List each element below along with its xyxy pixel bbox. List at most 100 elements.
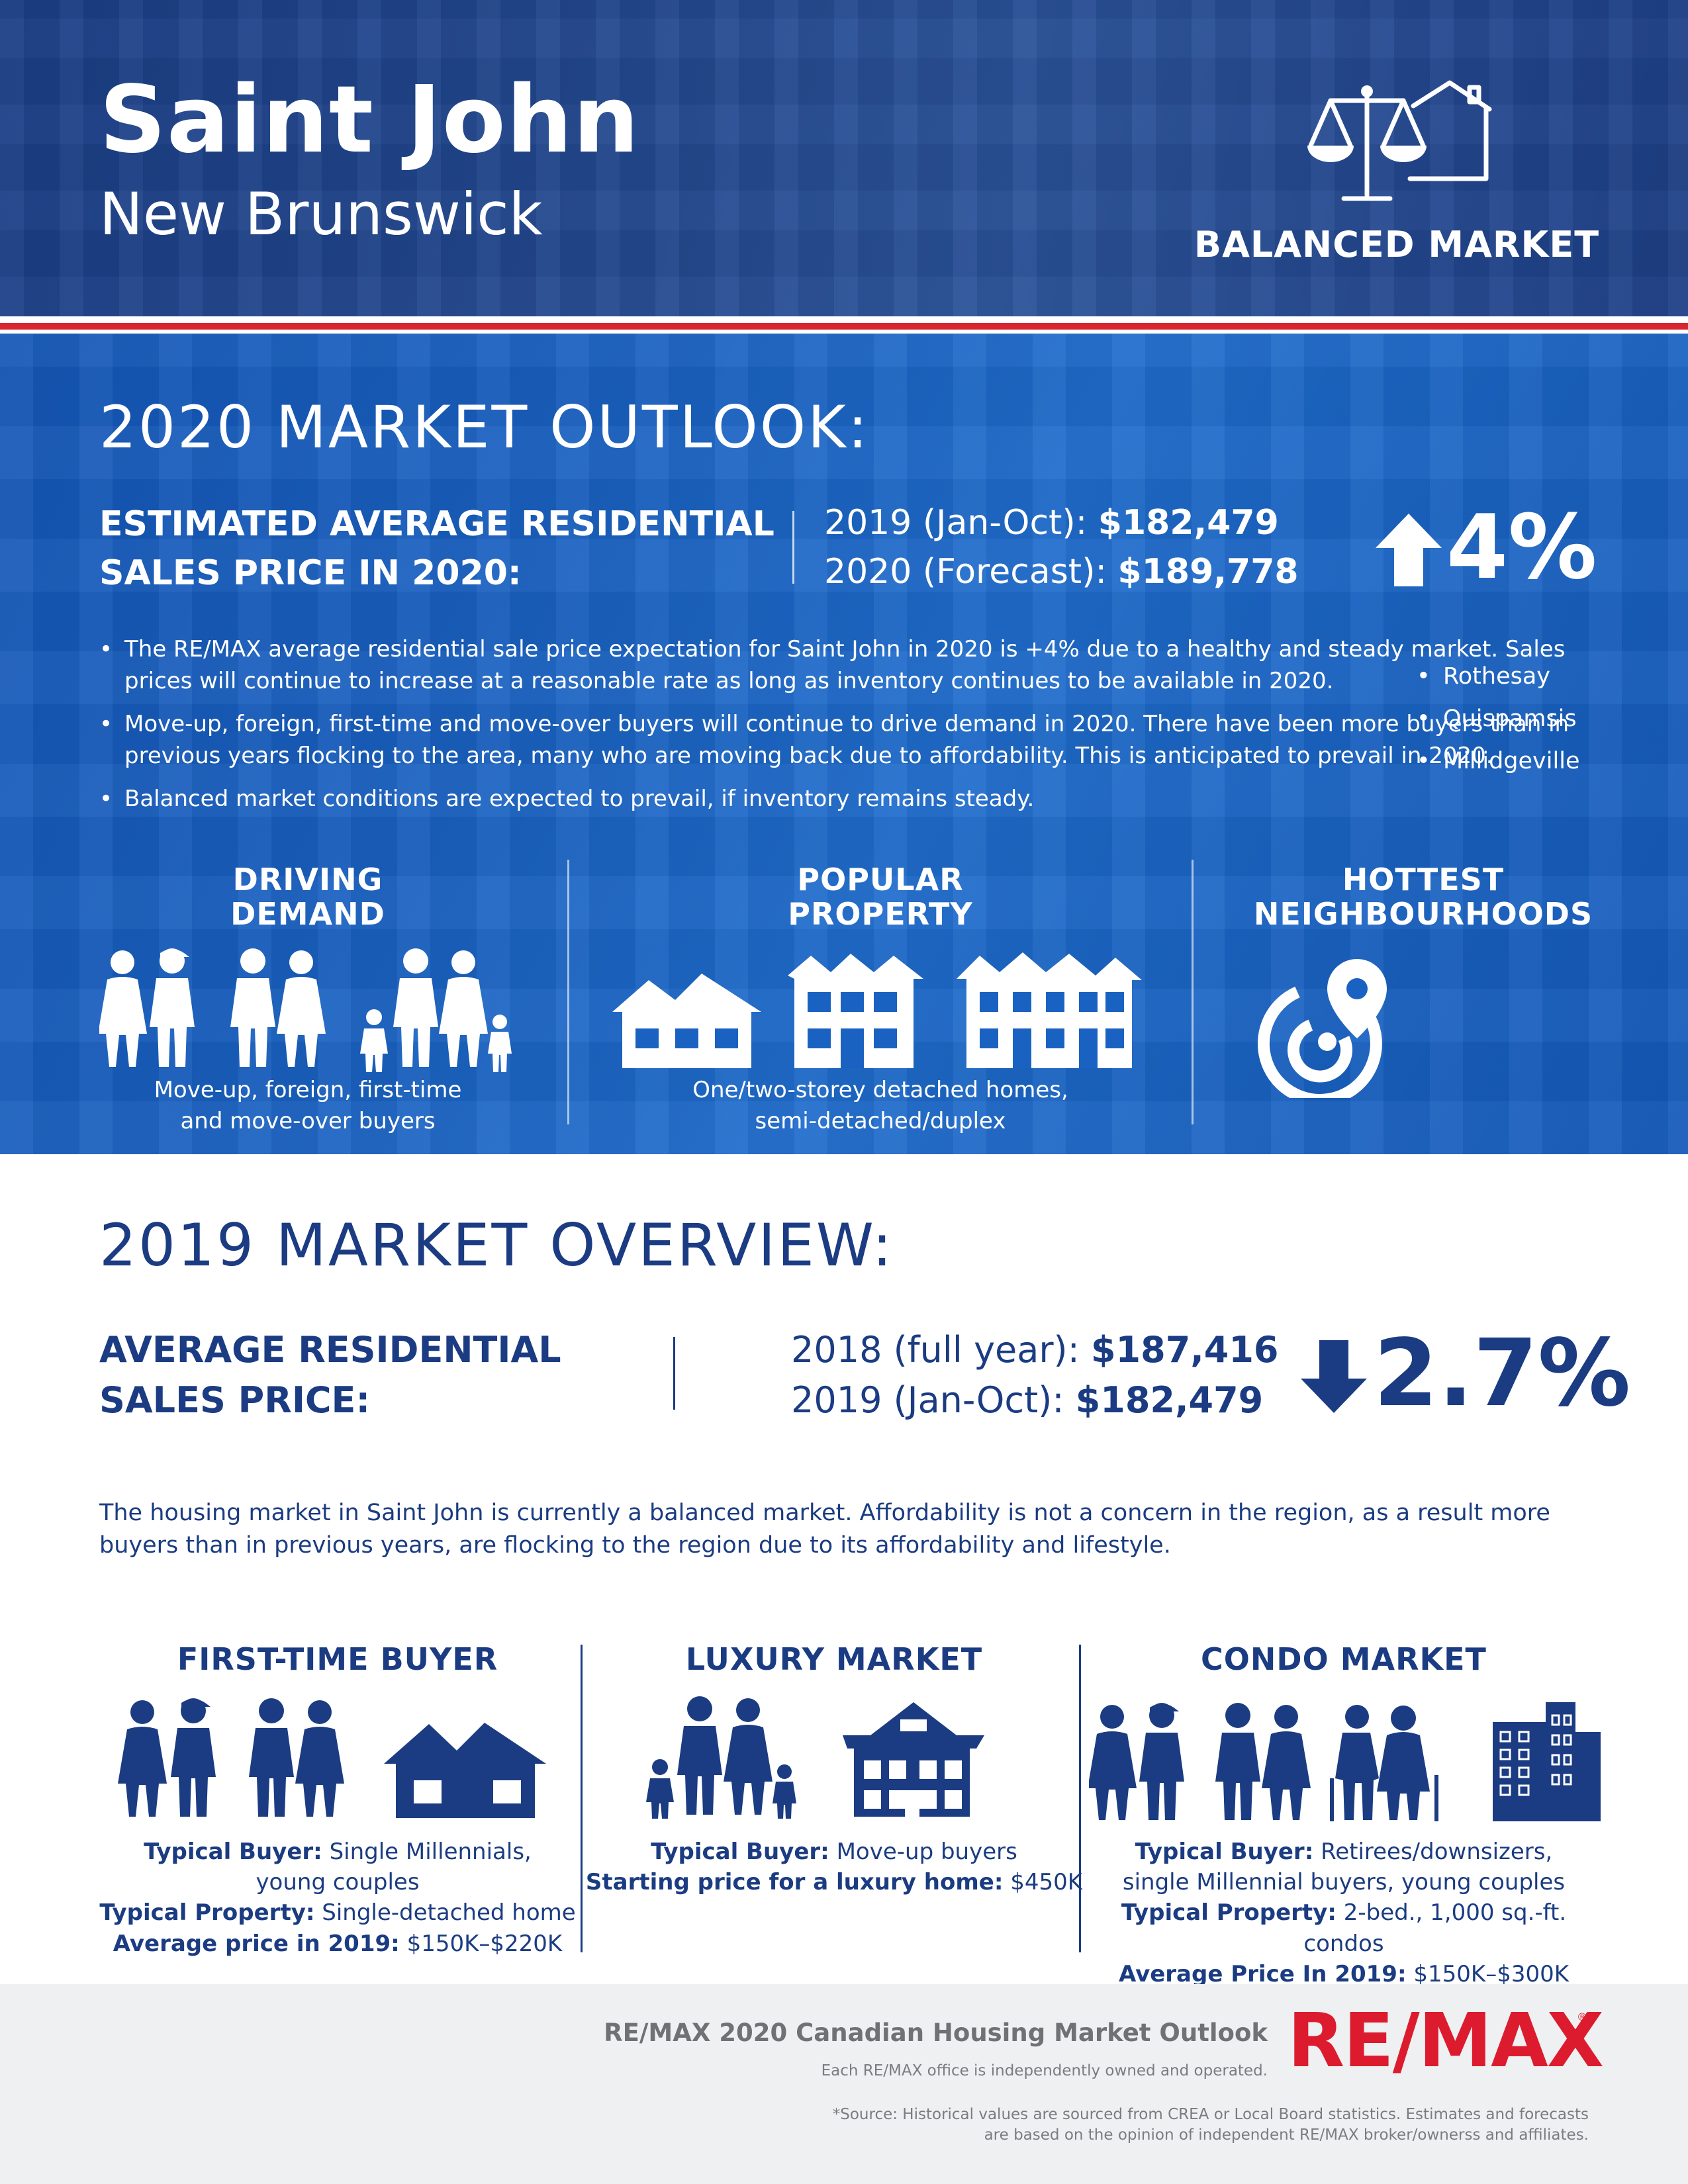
first-time-property-value: Single-detached home [314,1899,576,1927]
luxury-market-details: Typical Buyer: Move-up buyers Starting p… [583,1837,1086,1897]
driving-demand-title-line1: DRIVING [232,862,383,897]
overview-paragraph: The housing market in Saint John is curr… [99,1500,1550,1559]
young-couples-house-icon [118,1698,546,1818]
outlook-bullet-list: The RE/MAX average residential sale pric… [99,634,1609,827]
footer-ownership-note: Each RE/MAX office is independently owne… [821,2062,1268,2079]
neighbourhood-item: Millidgeville [1417,740,1579,782]
outlook-row2-value: $189,778 [1117,551,1299,592]
footer-source-note: *Source: Historical values are sourced f… [662,2105,1589,2146]
outlook-bullet: Balanced market conditions are expected … [99,784,1609,815]
popular-property-title-line2: PROPERTY [788,895,973,932]
condo-buyer-value-cont: single Millennial buyers, young couples [1122,1869,1566,1896]
condo-buyer-value: Retirees/downsizers, [1313,1839,1553,1865]
couples-retirees-condo-icon [1089,1702,1601,1821]
first-time-buyer-details: Typical Buyer: Single Millennials, young… [99,1837,576,1959]
condo-buyer-label: Typical Buyer: [1135,1839,1314,1865]
outlook-column-divider-2 [1192,860,1194,1124]
market-type-label: BALANCED MARKET [1194,224,1600,265]
overview-change-percent: 2.7% [1374,1320,1631,1428]
outlook-column-divider-1 [567,860,569,1124]
condo-property-label: Typical Property: [1121,1899,1336,1927]
outlook-row1-label: 2019 (Jan-Oct): [824,503,1098,543]
outlook-title: 2020 MARKET OUTLOOK: [99,393,870,461]
luxury-market-title: LUXURY MARKET [685,1641,983,1677]
first-time-buyer-value-cont: young couples [256,1869,420,1896]
first-time-buyer-label: Typical Buyer: [144,1839,322,1865]
outlook-bullet: The RE/MAX average residential sale pric… [99,634,1609,697]
outlook-row-2019: 2019 (Jan-Oct): $182,479 [824,499,1299,548]
neighbourhood-item: Rothesay [1417,655,1579,698]
outlook-price-values: 2019 (Jan-Oct): $182,479 2020 (Forecast)… [824,499,1299,597]
segment-divider-1 [581,1645,583,1952]
footer: RE/MAX 2020 Canadian Housing Market Outl… [0,1984,1688,2184]
overview-row1-label: 2018 (full year): [791,1329,1091,1371]
first-time-price-label: Average price in 2019: [113,1930,400,1957]
average-price-label-line2: SALES PRICE: [99,1379,371,1421]
overview-title: 2019 MARKET OVERVIEW: [99,1211,894,1279]
family-people-icon [99,948,512,1072]
condo-price-value: $150K–$300K [1406,1960,1570,1987]
driving-demand-title: DRIVING DEMAND [175,862,440,932]
hottest-title-line2: NEIGHBOURHOODS [1253,895,1593,932]
popular-property-title-line1: POPULAR [797,862,964,897]
luxury-buyer-value: Move-up buyers [829,1839,1017,1865]
outlook-row-2020: 2020 (Forecast): $189,778 [824,548,1299,597]
luxury-buyer-label: Typical Buyer: [651,1839,829,1865]
average-price-label: AVERAGE RESIDENTIAL SALES PRICE: [99,1325,695,1425]
overview-row-2019: 2019 (Jan-Oct): $182,479 [791,1375,1279,1426]
driving-demand-caption: Move-up, foreign, first-time and move-ov… [99,1075,516,1137]
popular-property-caption-line1: One/two-storey detached homes, [692,1077,1068,1103]
first-time-price-value: $150K–$220K [399,1930,563,1957]
outlook-bullet: Move-up, foreign, first-time and move-ov… [99,709,1609,772]
popular-property-caption-line2: semi-detached/duplex [755,1107,1006,1134]
overview-row1-value: $187,416 [1090,1329,1279,1371]
luxury-start-price-value: $450K [1003,1869,1083,1896]
first-time-buyer-title: FIRST-TIME BUYER [177,1641,498,1677]
outlook-change-percent: 4% [1446,496,1597,599]
first-time-buyer-value: Single Millennials, [322,1839,532,1865]
city-title: Saint John [99,66,640,174]
balance-scale-house-icon [1307,80,1492,201]
driving-demand-caption-line2: and move-over buyers [180,1107,436,1134]
remax-logo: RE/MAX [1288,1998,1604,2084]
arrow-down-icon [1301,1340,1367,1413]
outlook-row1-value: $182,479 [1098,503,1279,543]
condo-property-value: 2-bed., 1,000 sq.-ft. condos [1303,1899,1567,1957]
hottest-title-line1: HOTTEST [1342,862,1505,897]
overview-row2-value: $182,479 [1075,1379,1264,1421]
outlook-section: 2020 MARKET OUTLOOK: ESTIMATED AVERAGE R… [0,334,1688,1154]
footer-source-line1: *Source: Historical values are sourced f… [832,2106,1589,2123]
footer-source-line2: are based on the opinion of independent … [984,2126,1589,2144]
arrow-up-icon [1376,514,1442,586]
divider-stripe-white [0,316,1688,323]
condo-market-details: Typical Buyer: Retirees/downsizers, sing… [1086,1837,1602,1989]
overview-row-2018: 2018 (full year): $187,416 [791,1325,1279,1375]
popular-property-title: POPULAR PROPERTY [748,862,1013,932]
outlook-divider [792,511,794,584]
remax-registered-mark: ® [1577,2011,1587,2023]
divider-stripe-white-lower [0,330,1688,334]
province-subtitle: New Brunswick [99,180,543,248]
divider-stripe-red [0,323,1688,330]
segment-divider-2 [1079,1645,1081,1952]
neighbourhood-list: Rothesay Quispamsis Millidgeville [1417,655,1579,782]
outlook-row2-label: 2020 (Forecast): [824,551,1118,592]
house-types-icon [612,952,1142,1068]
header-banner: Saint John New Brunswick BALANCED MARKET [0,0,1688,316]
average-price-label-line1: AVERAGE RESIDENTIAL [99,1329,561,1371]
neighbourhood-item: Quispamsis [1417,698,1579,740]
estimated-price-label: ESTIMATED AVERAGE RESIDENTIAL SALES PRIC… [99,504,774,593]
footer-title: RE/MAX 2020 Canadian Housing Market Outl… [604,2019,1268,2047]
hottest-neighbourhoods-title: HOTTEST NEIGHBOURHOODS [1225,862,1622,932]
driving-demand-title-line2: DEMAND [230,895,385,932]
luxury-start-price-label: Starting price for a luxury home: [585,1869,1004,1896]
overview-row2-label: 2019 (Jan-Oct): [791,1379,1076,1421]
map-target-pin-icon [1258,959,1387,1098]
driving-demand-caption-line1: Move-up, foreign, first-time [154,1077,462,1103]
overview-divider [673,1337,675,1410]
overview-price-values: 2018 (full year): $187,416 2019 (Jan-Oct… [791,1325,1279,1425]
popular-property-caption: One/two-storey detached homes, semi-deta… [635,1075,1125,1137]
first-time-property-label: Typical Property: [99,1899,315,1927]
condo-price-label: Average Price In 2019: [1118,1960,1407,1987]
condo-market-title: CONDO MARKET [1201,1641,1487,1677]
